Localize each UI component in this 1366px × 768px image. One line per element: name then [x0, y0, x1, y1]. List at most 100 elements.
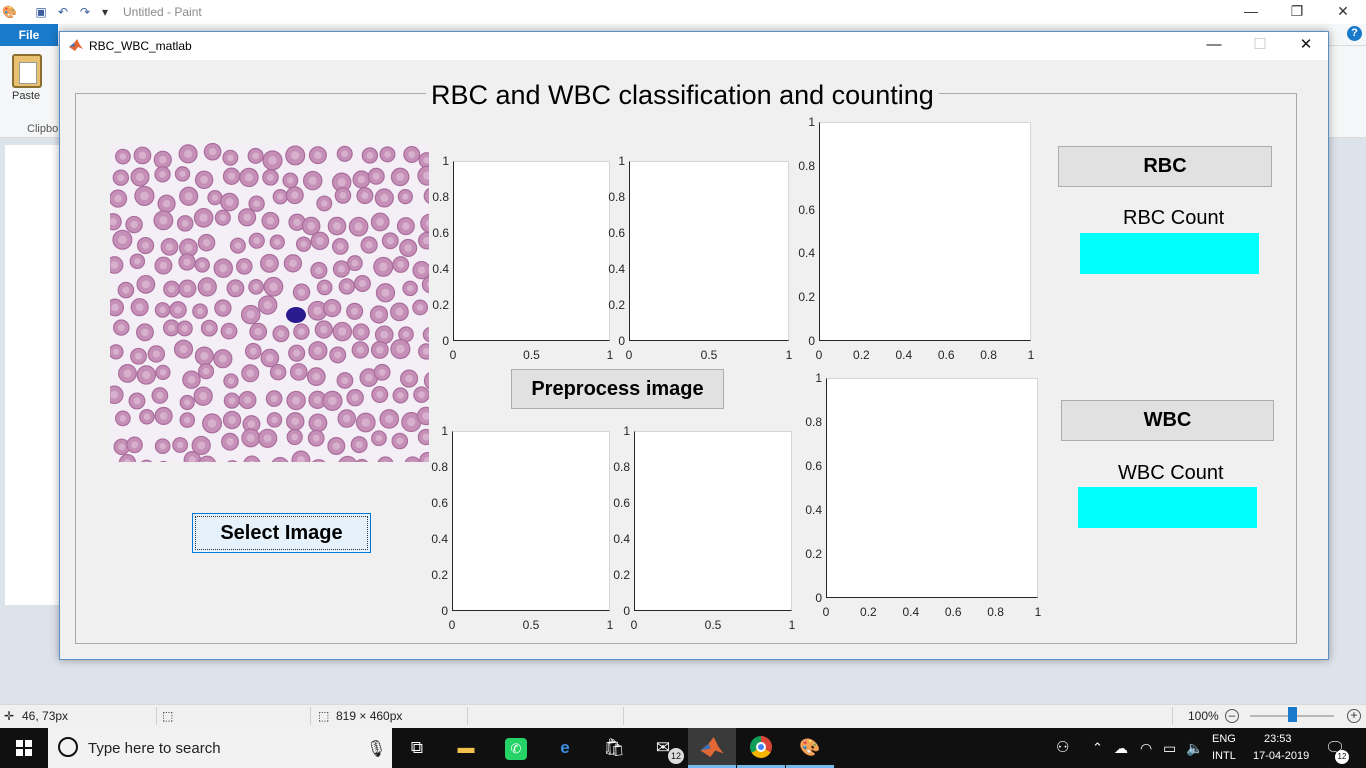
- cell-center: [422, 412, 429, 420]
- cell-center: [122, 286, 130, 294]
- cell-center: [200, 351, 209, 361]
- cell-center: [316, 236, 324, 245]
- cell-center: [118, 443, 126, 451]
- paint-file-tab[interactable]: File: [0, 24, 58, 46]
- y-tick-label: 0.4: [805, 503, 822, 517]
- cell-center: [117, 324, 125, 332]
- zoom-in-button[interactable]: +: [1347, 709, 1361, 723]
- cell-center: [405, 374, 413, 383]
- matlab-close-button[interactable]: ✕: [1299, 36, 1313, 53]
- cell-center: [384, 150, 391, 158]
- whatsapp-icon[interactable]: ✆: [503, 736, 529, 760]
- paint-window-title: Untitled - Paint: [123, 5, 202, 19]
- cell-center: [165, 243, 174, 251]
- cell-center: [404, 244, 412, 252]
- file-explorer-icon[interactable]: ▬: [457, 738, 475, 757]
- cell-center: [337, 265, 346, 273]
- wifi-icon[interactable]: ◠: [1140, 740, 1153, 756]
- quick-access-dropdown-icon[interactable]: ▾: [101, 5, 109, 19]
- cell-center: [243, 213, 251, 222]
- x-tick-label: 0.5: [522, 618, 540, 632]
- edge-icon[interactable]: e: [560, 738, 570, 757]
- cell-center: [111, 303, 119, 312]
- status-separator: [1172, 707, 1173, 725]
- cell-center: [183, 258, 191, 266]
- cell-center: [211, 194, 219, 201]
- taskbar-search-box[interactable]: [48, 728, 392, 768]
- store-icon[interactable]: 🛍: [603, 738, 625, 757]
- mail-icon[interactable]: ✉: [655, 738, 671, 757]
- cell-center: [424, 456, 429, 462]
- paint-minimize-button[interactable]: —: [1244, 3, 1258, 19]
- zoom-level: 100%: [1188, 709, 1219, 723]
- rbc-button[interactable]: RBC: [1058, 146, 1272, 187]
- task-view-icon[interactable]: ⧉: [410, 738, 424, 757]
- y-tick-label: 0.2: [805, 547, 822, 561]
- x-tick-label: 0: [449, 348, 457, 362]
- cell-center: [291, 191, 299, 199]
- cell-center: [152, 350, 160, 358]
- redo-icon[interactable]: ↷: [79, 5, 91, 19]
- cell-center: [158, 155, 167, 164]
- paste-label[interactable]: Paste: [12, 90, 41, 102]
- cell-center: [266, 217, 275, 225]
- battery-icon[interactable]: ▭: [1163, 740, 1177, 756]
- cell-center: [396, 173, 405, 181]
- x-tick-label: 0.4: [902, 605, 920, 619]
- zoom-out-button[interactable]: –: [1225, 709, 1239, 723]
- clock-time[interactable]: 23:53: [1264, 733, 1292, 745]
- paint-running-indicator: [786, 765, 834, 768]
- x-tick-label: 0: [625, 348, 633, 362]
- cell-center: [296, 456, 305, 462]
- show-hidden-icons[interactable]: ⌃: [1092, 740, 1103, 755]
- y-tick-label: 0.4: [608, 262, 625, 276]
- paint-maximize-button[interactable]: ❐: [1290, 3, 1304, 19]
- cell-center: [167, 324, 175, 332]
- y-tick-label: 0.6: [432, 226, 449, 240]
- volume-icon[interactable]: 🔈: [1186, 740, 1204, 756]
- matlab-minimize-button[interactable]: —: [1206, 36, 1222, 53]
- y-tick-label: 0.8: [608, 190, 625, 204]
- x-tick-label: 1: [606, 348, 614, 362]
- cell-center: [422, 433, 429, 441]
- select-image-button[interactable]: Select Image: [192, 513, 371, 553]
- wbc-button[interactable]: WBC: [1061, 400, 1274, 441]
- cell-center: [328, 304, 337, 312]
- cell-center: [179, 170, 186, 178]
- x-tick-label: 0: [815, 348, 823, 362]
- paint-canvas[interactable]: [5, 145, 65, 605]
- y-tick-label: 0.2: [608, 298, 625, 312]
- chrome-icon[interactable]: [748, 736, 774, 760]
- wbc-count-label: WBC Count: [1118, 462, 1224, 484]
- microphone-icon[interactable]: 🎙: [366, 741, 387, 758]
- cell-center: [159, 216, 168, 225]
- cell-center: [141, 328, 149, 337]
- x-tick-label: 0: [630, 618, 638, 632]
- paint-taskbar-icon[interactable]: 🎨: [799, 738, 821, 757]
- cell-center: [313, 306, 322, 315]
- cell-center: [119, 415, 127, 422]
- people-icon[interactable]: ⚇: [1056, 739, 1070, 756]
- paste-icon[interactable]: [12, 54, 42, 88]
- cell-center: [253, 237, 261, 245]
- cell-center: [159, 306, 166, 314]
- onedrive-icon[interactable]: ☁: [1114, 740, 1128, 756]
- language-indicator[interactable]: ENG: [1212, 733, 1236, 745]
- zoom-slider-thumb[interactable]: [1288, 707, 1297, 722]
- keyboard-layout[interactable]: INTL: [1212, 750, 1236, 762]
- cell-center: [202, 367, 210, 375]
- save-icon[interactable]: ▣: [35, 5, 47, 19]
- undo-icon[interactable]: ↶: [57, 5, 69, 19]
- clock-date[interactable]: 17-04-2019: [1253, 750, 1310, 762]
- cell-center: [159, 412, 168, 420]
- help-icon[interactable]: ?: [1347, 26, 1362, 41]
- windows-start-icon[interactable]: [0, 728, 48, 768]
- cell-center: [379, 262, 388, 272]
- paint-close-button[interactable]: ✕: [1337, 3, 1349, 19]
- cell-center: [427, 331, 429, 338]
- cell-center: [188, 456, 196, 462]
- x-tick-label: 0: [448, 618, 456, 632]
- cell-center: [291, 433, 299, 441]
- preprocess-image-button[interactable]: Preprocess image: [511, 369, 724, 409]
- cursor-position-icon: ✛: [4, 709, 15, 723]
